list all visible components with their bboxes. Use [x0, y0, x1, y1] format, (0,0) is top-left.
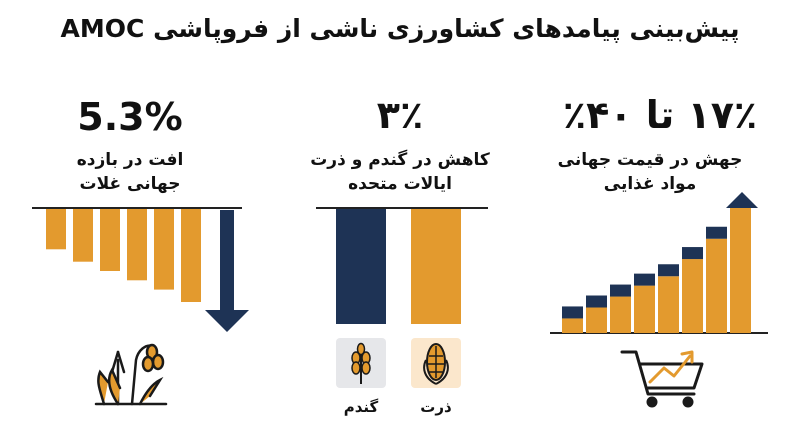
- wilted-crop-icon: [94, 343, 168, 406]
- prices-bar: [610, 296, 631, 333]
- rising-arrow-icon: [726, 192, 758, 208]
- corn-wheat-bars: [336, 209, 461, 324]
- prices-bar-cap: [634, 273, 655, 286]
- prices-bar-cap: [562, 306, 583, 319]
- prices-bar-cap: [682, 247, 703, 260]
- wheat-icon: [336, 338, 386, 388]
- grain-bar: [100, 209, 120, 271]
- corn-wheat-label-line2: ایالات متحده: [348, 174, 452, 194]
- prices-bar: [658, 276, 679, 333]
- price-surge-label-line1: جهش در قیمت جهانی: [557, 150, 743, 170]
- corn-wheat-bar: [336, 209, 386, 324]
- corn-icon: [411, 338, 461, 388]
- prices-bar: [586, 307, 607, 333]
- prices-bar-cap: [706, 226, 727, 239]
- grain-bar: [46, 209, 66, 250]
- price-surge-label: جهش در قیمت جهانی مواد غذایی: [520, 148, 780, 196]
- prices-bar: [706, 238, 727, 333]
- grain-bar: [73, 209, 93, 262]
- prices-bar: [682, 259, 703, 333]
- prices-bar-cap: [586, 295, 607, 308]
- corn-wheat-decline-label: کاهش در گندم و ذرت ایالات متحده: [280, 148, 520, 196]
- prices-bar-cap: [658, 264, 679, 277]
- shopping-cart-trend-icon: [620, 350, 704, 408]
- prices-bars: [562, 208, 751, 333]
- price-surge-label-line2: مواد غذایی: [603, 174, 697, 194]
- grain-label-line1: افت در بازده: [76, 150, 184, 170]
- wheat-label: گندم: [343, 398, 379, 416]
- price-surge-value: ۱۷٪ تا ۴۰٪: [562, 93, 758, 137]
- grain-bars: [46, 209, 201, 302]
- grain-label-line2: جهانی غلات: [79, 174, 181, 194]
- prices-bar: [562, 318, 583, 333]
- prices-bar-cap: [610, 284, 631, 297]
- grain-bar: [154, 209, 174, 290]
- grain-bar: [181, 209, 201, 302]
- corn-label: ذرت: [420, 398, 452, 416]
- prices-bar: [730, 208, 751, 333]
- grain-yield-drop-label: افت در بازده جهانی غلات: [30, 148, 230, 196]
- prices-bar: [634, 285, 655, 333]
- falling-arrow-icon: [205, 210, 249, 332]
- page-title: پیش‌بینی پیامدهای کشاورزی ناشی از فروپاش…: [60, 14, 740, 43]
- corn-wheat-decline-value: ۳٪: [376, 93, 424, 137]
- corn-wheat-label-line1: کاهش در گندم و ذرت: [310, 150, 490, 170]
- corn-wheat-bar: [411, 209, 461, 324]
- grain-yield-drop-value: 5.3%: [77, 95, 183, 139]
- grain-bar: [127, 209, 147, 281]
